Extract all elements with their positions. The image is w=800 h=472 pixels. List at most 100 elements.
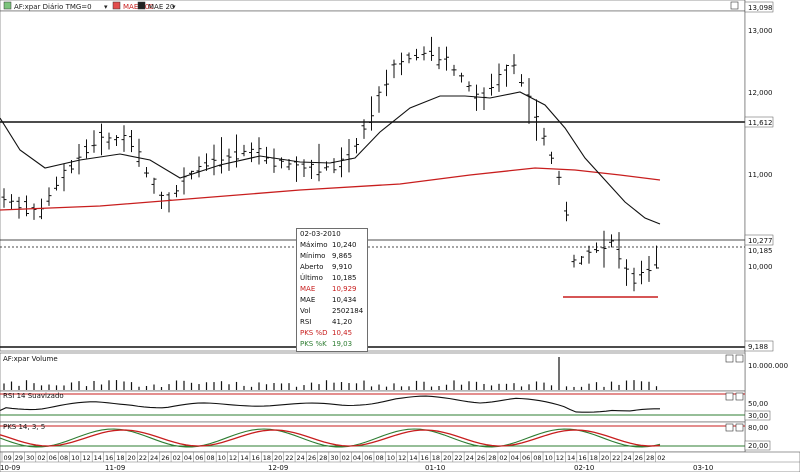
ma20-label[interactable]: MAE 20 (148, 3, 174, 11)
tooltip-label: PKS %K (300, 340, 327, 348)
day-label: 16 (105, 454, 113, 462)
day-label: 24 (623, 454, 631, 462)
tooltip-value: 9,865 (332, 252, 353, 260)
rsi-maximize-icon[interactable] (725, 392, 734, 401)
header-bar (0, 0, 746, 12)
day-label: 16 (251, 454, 259, 462)
pks-d-line[interactable] (0, 429, 661, 447)
series-label[interactable]: AF:xpar Diário TMG=0 (14, 3, 92, 11)
day-label: 22 (285, 454, 293, 462)
day-label: 28 (646, 454, 654, 462)
rsi-axis-50: 50,00 (748, 400, 768, 408)
tooltip-value: 10,185 (332, 274, 357, 282)
tooltip-label: Máximo (300, 241, 328, 249)
price-tick-12000: 12,000 (748, 89, 773, 97)
day-label: 14 (94, 454, 102, 462)
month-labels: 10-09 11-09 12-09 01-10 02-10 03-10 (0, 464, 713, 472)
tooltip-value: 9,910 (332, 263, 353, 271)
tooltip-label: Último (300, 274, 323, 282)
month-label: 02-10 (574, 464, 594, 472)
day-label: 22 (612, 454, 620, 462)
day-label: 04 (184, 454, 192, 462)
pks-close-icon[interactable] (735, 423, 744, 432)
data-tooltip: 02-03-2010 Máximo 10,240 Mínimo 9,865 Ab… (296, 228, 368, 352)
price-axis-bg (745, 0, 800, 352)
price-candles[interactable] (1, 36, 660, 292)
day-label: 06 (195, 454, 203, 462)
tooltip-value: 19,03 (332, 340, 353, 348)
day-label: 30 (330, 454, 338, 462)
day-label: 12 (229, 454, 237, 462)
day-label: 20 (127, 454, 135, 462)
day-label: 02 (499, 454, 507, 462)
tooltip-label: MAE (300, 296, 316, 304)
month-label: 10-09 (0, 464, 20, 472)
pks-k-line[interactable] (0, 428, 661, 448)
price-top-label: 13,098 (748, 4, 773, 12)
rsi-panel-frame (0, 390, 746, 423)
date-axis: 09 29 30 02 06 08 10 12 14 16 18 20 22 24 26 02 04 06 08 10… (0, 451, 800, 472)
tooltip-row-close: Último 10,185 (300, 274, 366, 284)
pks-maximize-icon[interactable] (725, 423, 734, 432)
price-tick-10000: 10,000 (748, 263, 773, 271)
day-label: 20 (443, 454, 451, 462)
day-label: 20 (601, 454, 609, 462)
ma20-price-label: 10,277 (748, 237, 773, 245)
pks-panel-title[interactable]: PKS 14, 3, 5 (3, 423, 45, 431)
pks-axis-20-box (744, 440, 771, 451)
volume-bars[interactable] (3, 357, 658, 390)
rsi-panel: RSI 14 Suavizado 50,00 30,00 (0, 390, 771, 423)
day-label: 28 (488, 454, 496, 462)
day-labels: 09 29 30 02 06 08 10 12 14 16 18 20 22 24 26 02 04 06 08 10… (1, 452, 666, 462)
day-label: 12 (556, 454, 564, 462)
day-label: 12 (82, 454, 90, 462)
day-label: 06 (522, 454, 530, 462)
day-label: 10 (218, 454, 226, 462)
volume-panel: AF:xpar Volume 10.000.000 (0, 352, 788, 392)
tooltip-label: RSI (300, 318, 312, 326)
day-label: 24 (466, 454, 474, 462)
resistance-price-box (744, 116, 774, 128)
month-label: 01-10 (425, 464, 445, 472)
month-label: 11-09 (105, 464, 125, 472)
tooltip-row-pks-k: PKS %K 19,03 (300, 340, 366, 350)
month-label: 03-10 (693, 464, 713, 472)
day-label: 12 (398, 454, 406, 462)
maximize-icon[interactable] (730, 1, 739, 10)
rsi-panel-title[interactable]: RSI 14 Suavizado (3, 392, 64, 400)
day-label: 02 (173, 454, 181, 462)
day-label: 08 (206, 454, 214, 462)
ma20-dropdown-icon[interactable]: ▾ (172, 3, 176, 11)
ma20-line[interactable] (0, 91, 661, 225)
day-label: 06 (364, 454, 372, 462)
day-label: 18 (432, 454, 440, 462)
day-label: 10 (71, 454, 79, 462)
day-label: 09 (4, 454, 12, 462)
tooltip-value: 10,434 (332, 296, 357, 304)
volume-maximize-icon[interactable] (725, 354, 734, 363)
day-label: 04 (511, 454, 519, 462)
rsi-close-icon[interactable] (735, 392, 744, 401)
volume-close-icon[interactable] (735, 354, 744, 363)
day-label: 02 (37, 454, 45, 462)
tooltip-value: 10,240 (332, 241, 357, 249)
day-label: 26 (308, 454, 316, 462)
day-label: 16 (421, 454, 429, 462)
day-label: 26 (161, 454, 169, 462)
day-label: 24 (150, 454, 158, 462)
volume-panel-title[interactable]: AF:xpar Volume (3, 355, 58, 363)
tooltip-row-high: Máximo 10,240 (300, 241, 366, 251)
day-label: 10 (545, 454, 553, 462)
day-label: 08 (533, 454, 541, 462)
chart-header: AF:xpar Diário TMG=0 ▾ MAE 200 MAE 20 ▾ (0, 0, 746, 12)
month-label: 12-09 (268, 464, 288, 472)
tooltip-value: 10,45 (332, 329, 353, 337)
rsi-axis-30-box (744, 410, 771, 421)
series-dropdown-icon[interactable]: ▾ (104, 3, 108, 11)
rsi-line[interactable] (0, 395, 661, 413)
tooltip-label: Aberto (300, 263, 324, 271)
day-label: 29 (15, 454, 23, 462)
day-label: 08 (60, 454, 68, 462)
day-label: 04 (353, 454, 361, 462)
